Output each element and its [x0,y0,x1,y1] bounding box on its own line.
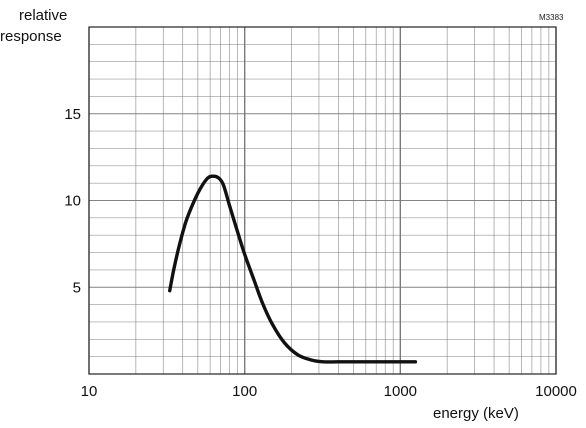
y-tick-label: 10 [64,193,81,210]
figure-code: M3383 [539,13,564,22]
x-tick-label: 1000 [384,383,417,400]
x-axis-label: energy (keV) [433,405,519,422]
y-tick-labels: 5 10 15 [64,106,81,297]
x-tick-labels: 10 100 1000 10000 [81,383,577,400]
y-axis-label-line-2: response [0,28,62,45]
response-curve [168,174,418,364]
y-tick-label: 5 [73,279,81,296]
x-tick-label: 10000 [535,383,577,400]
plot-frame [88,26,557,375]
y-tick-label: 15 [64,106,81,123]
grid-lines [88,27,557,374]
x-tick-label: 10 [81,383,98,400]
y-axis-label-line-1: relative [19,7,67,24]
x-tick-label: 100 [232,383,257,400]
